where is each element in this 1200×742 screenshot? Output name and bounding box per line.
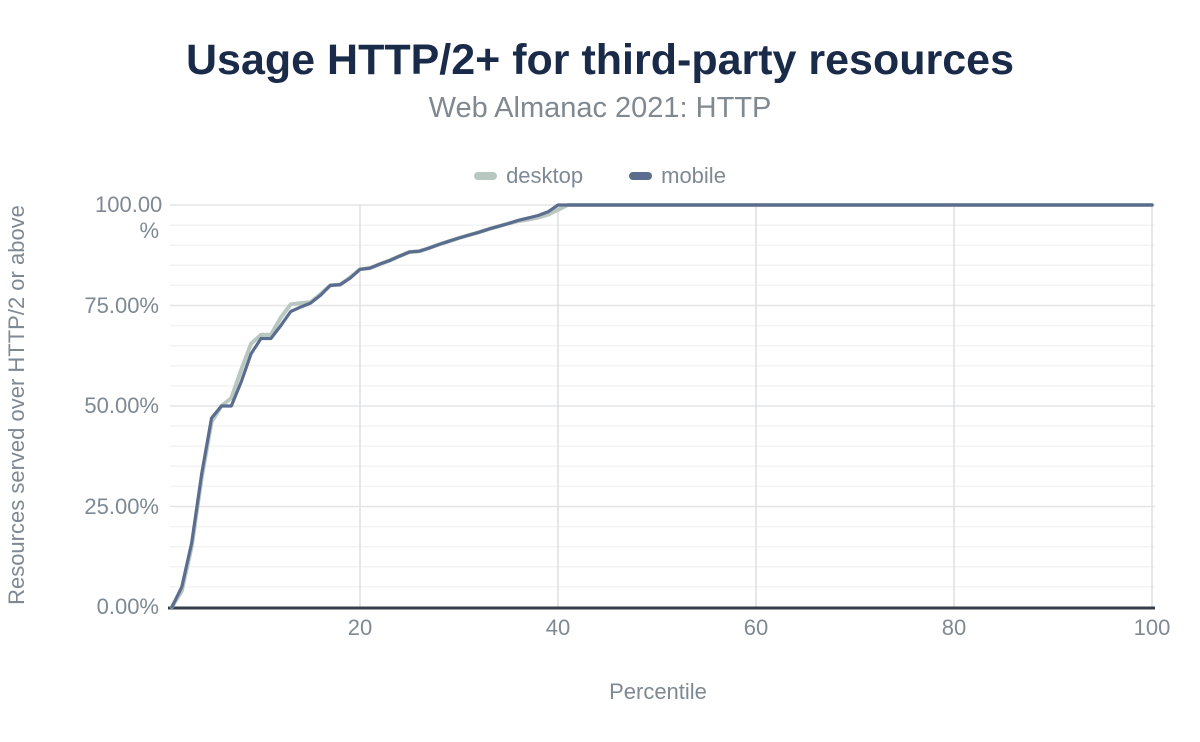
x-tick-label: 100 — [1134, 615, 1171, 640]
y-tick-label: 25.00% — [84, 493, 159, 519]
y-tick-label: 0.00% — [96, 594, 159, 619]
x-tick-label: 20 — [348, 615, 372, 640]
x-tick-label: 60 — [744, 615, 768, 640]
legend-item-desktop[interactable]: desktop — [474, 163, 583, 189]
y-tick-label: 75.00% — [84, 292, 159, 318]
desktop-series-swatch — [474, 172, 498, 180]
chart-subtitle: Web Almanac 2021: HTTP — [428, 92, 772, 124]
x-tick-label: 40 — [546, 615, 570, 640]
mobile-series-swatch — [629, 172, 653, 180]
x-tick-label: 80 — [942, 615, 966, 640]
legend-item-mobile[interactable]: mobile — [629, 163, 726, 189]
y-tick-label: 100.00 % — [95, 192, 163, 243]
chart-legend: desktop mobile — [0, 163, 1200, 189]
x-axis-title: Percentile — [609, 679, 707, 704]
legend-label-desktop: desktop — [506, 163, 584, 188]
y-tick-label: 50.00% — [84, 393, 159, 418]
legend-label-mobile: mobile — [661, 163, 726, 188]
mobile-series-line — [170, 203, 1154, 609]
chart-title: Usage HTTP/2+ for third-party resources — [186, 36, 1014, 84]
